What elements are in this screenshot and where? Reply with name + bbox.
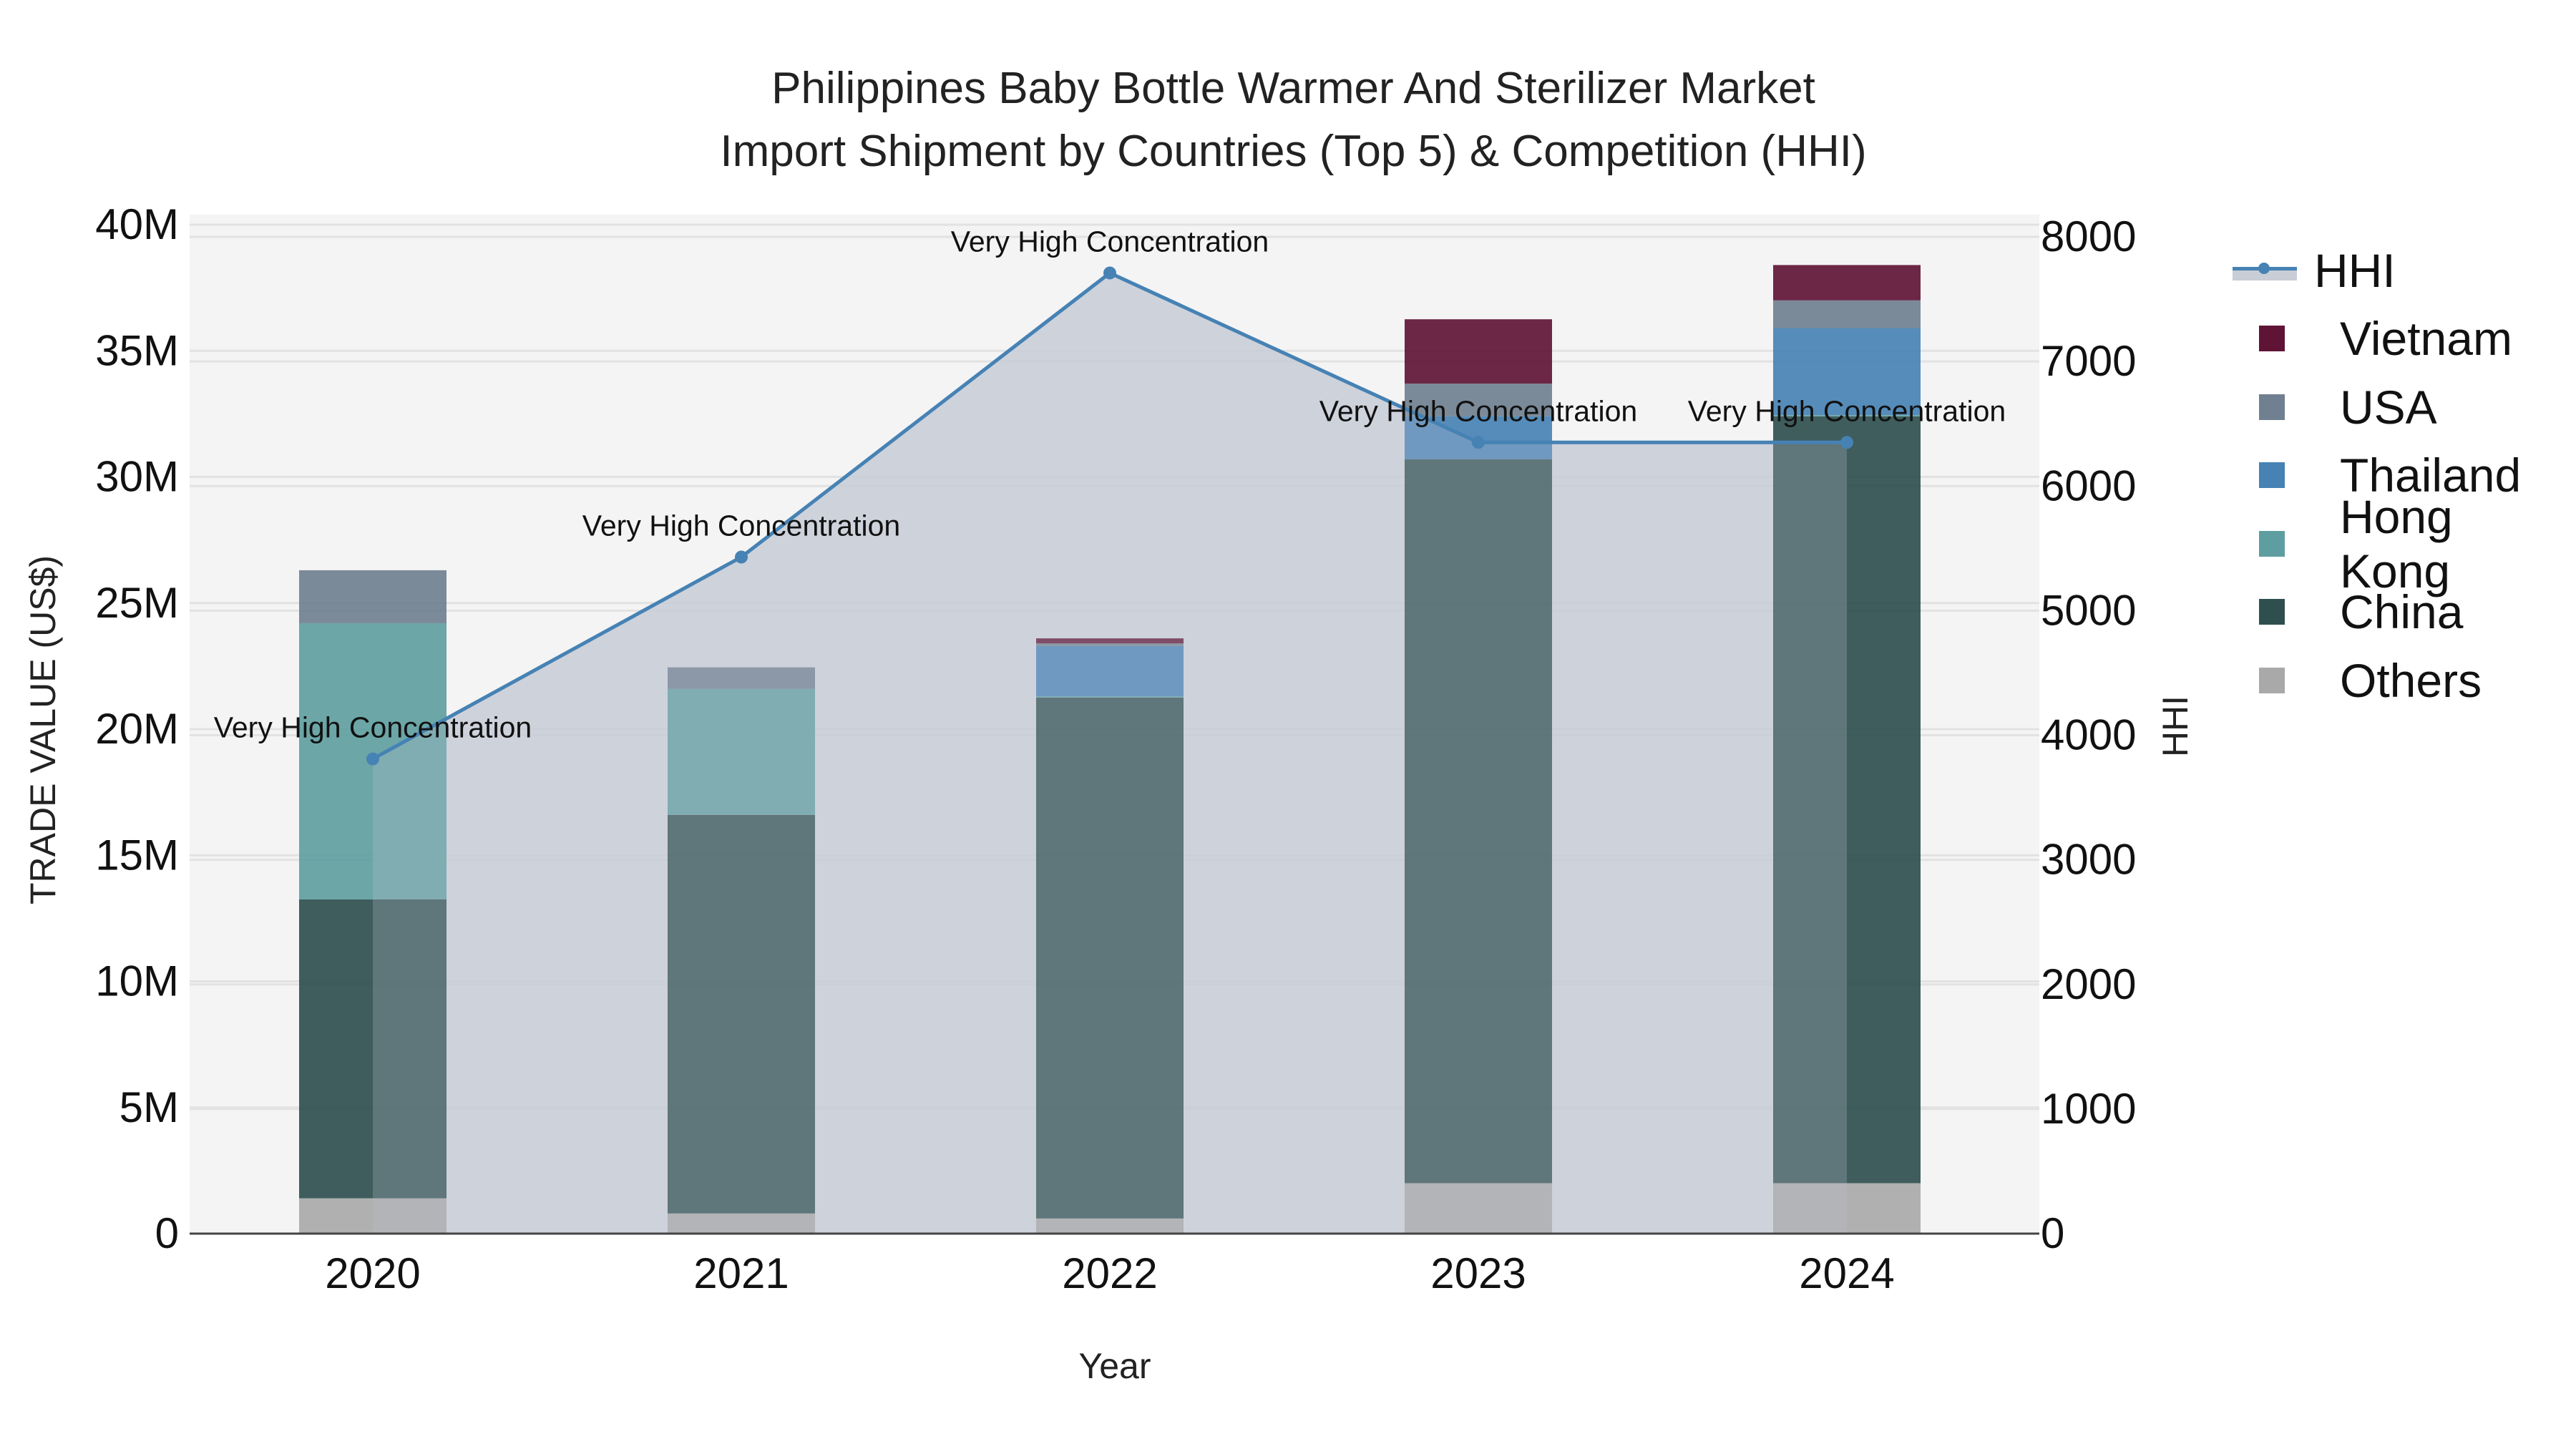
legend-label: Vietnam xyxy=(2340,312,2512,366)
bar-segment-usa[interactable] xyxy=(1036,643,1184,646)
x-tick: 2023 xyxy=(1430,1249,1526,1297)
y-axis-left-title: TRADE VALUE (US$) xyxy=(23,555,63,905)
thailand-swatch-icon xyxy=(2259,462,2285,489)
hhi-annotation: Very High Concentration xyxy=(1688,394,2006,427)
y-right-tick: 5000 xyxy=(2041,586,2136,634)
y-right-tick: 0 xyxy=(2041,1209,2064,1257)
y-left-tick: 5M xyxy=(119,1083,179,1131)
usa-swatch-icon xyxy=(2259,394,2285,420)
bar-segment-others[interactable] xyxy=(1405,1183,1552,1234)
hhi-annotation: Very High Concentration xyxy=(214,711,532,744)
hhi-annotation: Very High Concentration xyxy=(582,509,900,542)
bar-segment-others[interactable] xyxy=(299,1198,447,1234)
x-tick-labels: 2020 2021 2022 2023 2024 xyxy=(325,1249,1894,1297)
legend-label: Thailand xyxy=(2340,449,2522,502)
vietnam-swatch-icon xyxy=(2259,326,2285,352)
y-left-tick-labels: 0 5M 10M 15M 20M 25M 30M 35M 40M xyxy=(95,200,179,1257)
bar-segment-others[interactable] xyxy=(668,1213,815,1234)
bar-segment-china[interactable] xyxy=(1036,697,1184,1219)
x-tick: 2020 xyxy=(325,1249,420,1297)
x-axis-title: Year xyxy=(1078,1346,1151,1386)
hhi-marker[interactable] xyxy=(366,752,379,766)
legend-label: Hong Kong xyxy=(2339,489,2453,597)
bar-segment-others[interactable] xyxy=(1773,1183,1921,1234)
bar-segment-thailand[interactable] xyxy=(1773,328,1921,416)
bar-segment-vietnam[interactable] xyxy=(1036,638,1184,644)
hhi-line-swatch-icon xyxy=(2233,258,2297,283)
legend-item-usa[interactable]: USA xyxy=(2233,373,2576,441)
stacked-bars xyxy=(299,265,1921,1234)
y-left-tick: 0 xyxy=(155,1209,179,1257)
bar-segment-usa[interactable] xyxy=(1773,300,1921,328)
hhi-marker[interactable] xyxy=(1840,436,1853,449)
bar-segment-china[interactable] xyxy=(1773,416,1921,1184)
y-right-tick: 2000 xyxy=(2041,960,2136,1008)
others-swatch-icon xyxy=(2259,667,2285,693)
bar-segment-hong-kong[interactable] xyxy=(668,688,815,815)
y-right-tick: 4000 xyxy=(2041,711,2136,759)
bar-segment-usa[interactable] xyxy=(299,570,447,623)
bar-segment-hong-kong[interactable] xyxy=(1036,696,1184,698)
legend-label: Others xyxy=(2340,653,2482,707)
x-tick: 2021 xyxy=(693,1249,789,1297)
hhi-annotation: Very High Concentration xyxy=(951,225,1269,258)
bar-segment-usa[interactable] xyxy=(1405,384,1552,416)
legend-item-vietnam[interactable]: Vietnam xyxy=(2233,305,2576,374)
y-right-tick: 6000 xyxy=(2041,462,2136,509)
hhi-annotations: Very High Concentration Very High Concent… xyxy=(214,225,2006,743)
x-tick: 2024 xyxy=(1799,1249,1894,1297)
legend-item-hhi[interactable]: HHI xyxy=(2233,236,2576,305)
y-left-tick: 25M xyxy=(95,579,179,627)
y-axis-right-title: HHI xyxy=(2155,695,2195,758)
bar-segment-hong-kong[interactable] xyxy=(1773,415,1921,416)
y-right-tick-labels: 0 1000 2000 3000 4000 5000 6000 7000 8000 xyxy=(2041,213,2136,1257)
chart-title-line2: Import Shipment by Countries (Top 5) & C… xyxy=(720,127,1867,176)
legend-item-thailand[interactable]: Thailand xyxy=(2233,441,2576,510)
bar-segment-thailand[interactable] xyxy=(1036,645,1184,697)
y-left-tick: 35M xyxy=(95,326,179,374)
y-right-tick: 8000 xyxy=(2041,213,2136,260)
hhi-marker[interactable] xyxy=(1472,436,1485,449)
bar-segment-others[interactable] xyxy=(1036,1218,1184,1234)
y-left-tick: 20M xyxy=(95,705,179,753)
legend-label: HHI xyxy=(2314,243,2396,297)
hhi-marker[interactable] xyxy=(735,550,748,564)
chart-title-line1: Philippines Baby Bottle Warmer And Steri… xyxy=(771,64,1815,113)
bar-segment-china[interactable] xyxy=(299,899,447,1199)
legend-item-china[interactable]: China xyxy=(2233,578,2576,647)
china-swatch-icon xyxy=(2259,599,2285,625)
hong-kong-swatch-icon xyxy=(2259,530,2285,557)
y-left-tick: 40M xyxy=(95,200,179,248)
bar-segment-china[interactable] xyxy=(1405,459,1552,1184)
bar-segment-vietnam[interactable] xyxy=(1405,319,1552,384)
hhi-markers xyxy=(366,266,1853,766)
legend: HHI Vietnam USA Thailand Hong Kong China… xyxy=(2233,236,2576,715)
y-right-tick: 7000 xyxy=(2041,337,2136,385)
y-left-tick: 10M xyxy=(95,957,179,1005)
legend-label: USA xyxy=(2340,380,2437,434)
legend-label: China xyxy=(2340,585,2464,639)
y-left-tick: 30M xyxy=(95,453,179,501)
bar-segment-china[interactable] xyxy=(668,814,815,1214)
hhi-area-overlay xyxy=(373,273,1847,1234)
y-right-tick: 3000 xyxy=(2041,836,2136,884)
bar-segment-usa[interactable] xyxy=(668,667,815,689)
legend-item-hong-kong[interactable]: Hong Kong xyxy=(2233,490,2576,597)
y-right-tick: 1000 xyxy=(2041,1085,2136,1133)
legend-item-others[interactable]: Others xyxy=(2233,646,2576,715)
x-tick: 2022 xyxy=(1062,1249,1157,1297)
hhi-marker[interactable] xyxy=(1103,266,1116,280)
y-left-tick: 15M xyxy=(95,831,179,879)
bar-segment-vietnam[interactable] xyxy=(1773,265,1921,301)
hhi-annotation: Very High Concentration xyxy=(1319,394,1637,427)
